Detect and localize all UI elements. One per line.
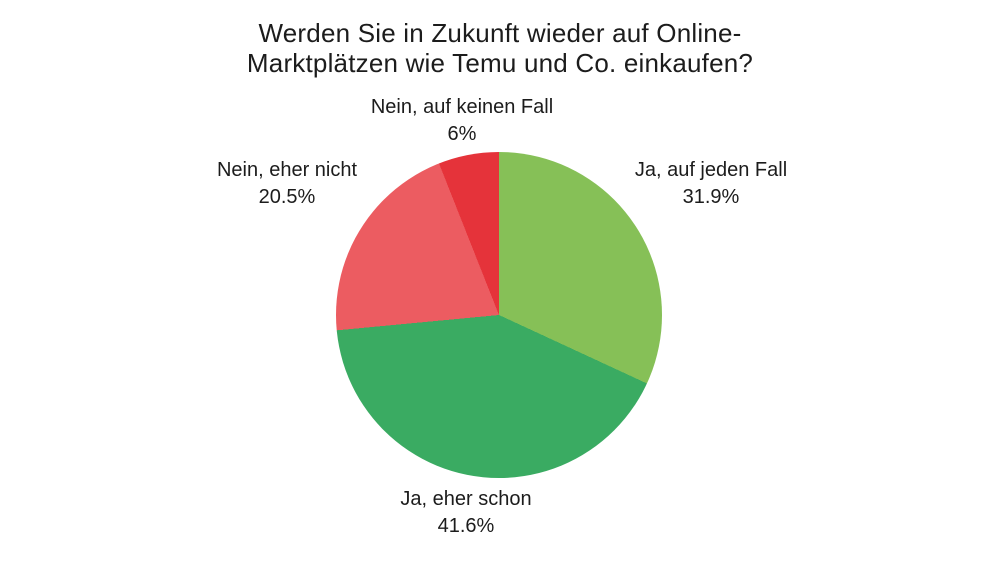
slice-label-value: 20.5% — [258, 186, 316, 208]
slice-label-ja-auf-jeden-fall: Ja, auf jeden Fall 31.9% — [635, 157, 787, 211]
slice-label-nein-eher-nicht: Nein, eher nicht 20.5% — [217, 157, 357, 211]
slice-label-value: 31.9% — [682, 186, 740, 208]
slice-label-text: Ja, auf jeden Fall — [634, 159, 788, 181]
slice-label-ja-eher-schon: Ja, eher schon 41.6% — [400, 486, 531, 540]
slice-label-value: 41.6% — [437, 515, 495, 537]
slice-label-nein-auf-keinen-fall: Nein, auf keinen Fall 6% — [371, 94, 553, 148]
slice-label-text: Nein, eher nicht — [216, 159, 358, 181]
slice-label-value: 6% — [447, 123, 477, 145]
slice-label-text: Nein, auf keinen Fall — [370, 96, 554, 118]
slice-label-text: Ja, eher schon — [400, 488, 532, 510]
chart-title-line-1: Werden Sie in Zukunft wieder auf Online- — [258, 18, 742, 48]
pie-chart — [336, 152, 662, 478]
chart-title: Werden Sie in Zukunft wieder auf Online-… — [190, 18, 810, 78]
chart-title-line-2: Marktplätzen wie Temu und Co. einkaufen? — [246, 48, 754, 78]
